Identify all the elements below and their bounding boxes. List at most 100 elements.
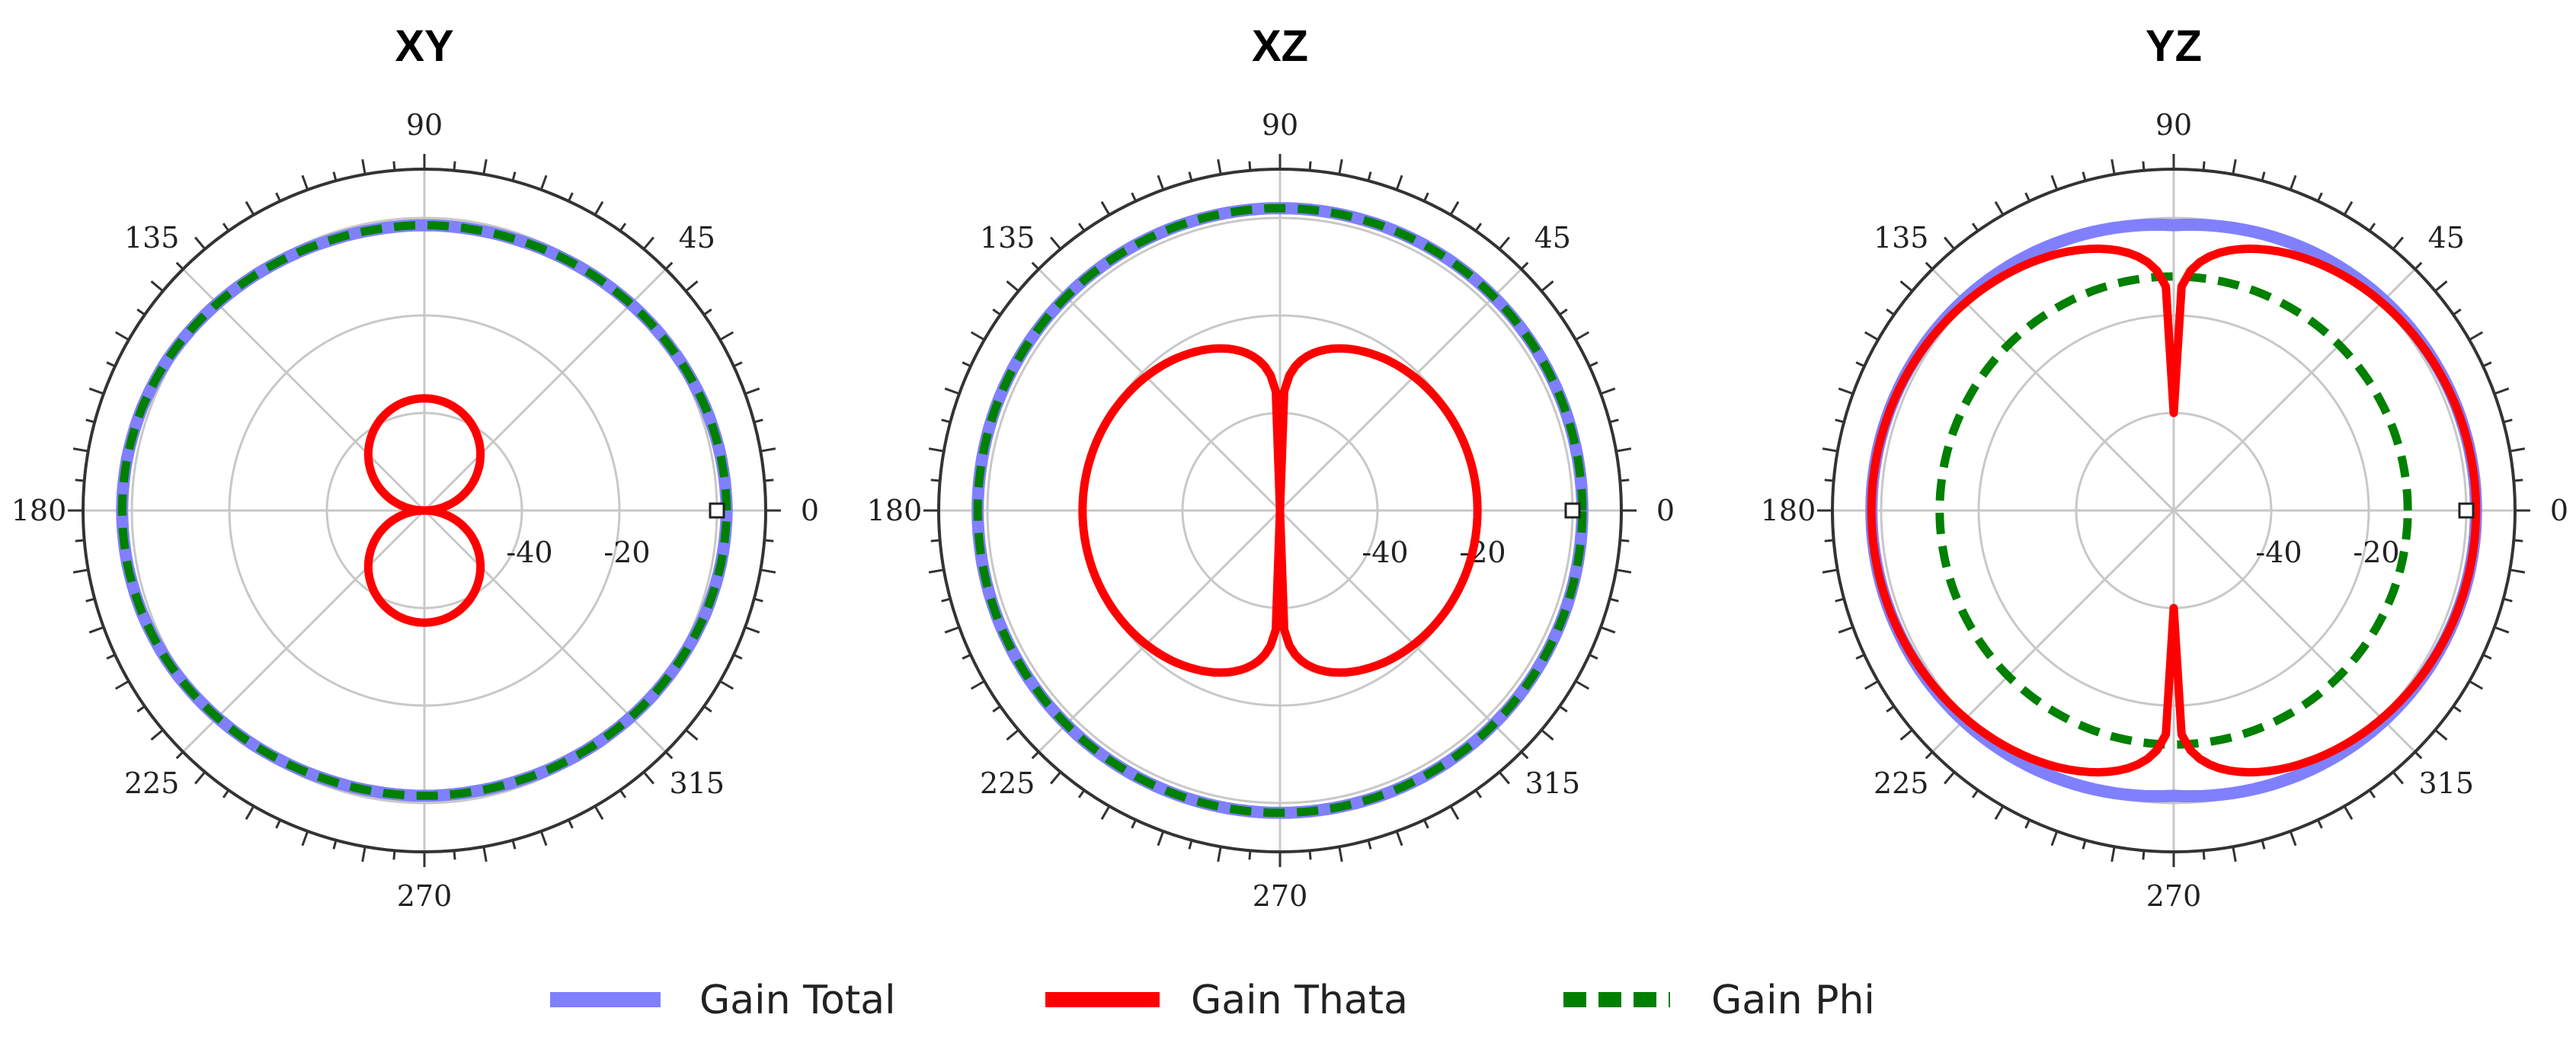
angle-label-270: 270	[2146, 879, 2202, 913]
angle-label-180: 180	[867, 494, 923, 527]
angle-tick	[719, 680, 734, 690]
angle-tick	[88, 626, 104, 634]
radial-label-minus20: -20	[603, 536, 650, 569]
grid-spoke	[2172, 509, 2416, 753]
angle-tick	[703, 705, 712, 713]
angle-tick	[1615, 447, 1632, 453]
angle-tick	[1575, 680, 1590, 690]
angle-tick	[511, 840, 517, 850]
series-gain-phi	[117, 221, 731, 800]
angle-tick	[1050, 771, 1062, 785]
angle-tick	[1100, 200, 1111, 216]
angle-label-90: 90	[406, 108, 443, 142]
angle-tick	[760, 568, 776, 574]
angle-tick	[992, 705, 1001, 713]
angle-tick	[1864, 331, 1879, 341]
angle-label-0: 0	[2550, 494, 2568, 527]
legend-item-gain-total: Gain Total	[550, 978, 896, 1023]
angle-tick	[703, 308, 712, 316]
angle-tick	[962, 653, 971, 660]
angle-tick	[245, 805, 255, 821]
grid-spoke	[182, 268, 426, 512]
legend-label-gain-thata: Gain Thata	[1191, 978, 1408, 1023]
angle-tick	[1824, 478, 1834, 482]
angle-tick	[539, 174, 548, 190]
angle-tick	[1559, 705, 1568, 713]
grid-spoke	[1931, 509, 2175, 753]
angle-tick	[733, 653, 743, 660]
angle-label-45: 45	[2428, 221, 2465, 254]
angle-labels: 0 45 90 135 180 225 270 315	[1761, 108, 2568, 913]
angle-tick	[567, 192, 574, 202]
angle-tick	[2050, 831, 2059, 847]
angle-tick	[72, 447, 89, 453]
angle-tick	[970, 331, 985, 341]
angle-tick	[1609, 597, 1619, 603]
angle-tick	[482, 846, 488, 863]
angle-tick	[2469, 680, 2484, 690]
radial-labels: -40 -20	[2255, 536, 2399, 569]
angle-tick	[1835, 418, 1845, 424]
angle-tick	[1838, 626, 1854, 634]
angle-label-45: 45	[1534, 221, 1571, 254]
angle-tick	[962, 361, 971, 368]
angle-tick	[1994, 805, 2005, 821]
angle-tick	[1422, 819, 1429, 829]
radial-label-minus40: -40	[2255, 536, 2302, 569]
angle-tick	[482, 158, 488, 175]
angle-tick	[594, 805, 604, 821]
angle-label-225: 225	[980, 767, 1035, 800]
angle-label-270: 270	[1253, 879, 1308, 913]
angle-label-90: 90	[2155, 108, 2192, 142]
angle-tick	[2316, 819, 2323, 829]
angle-tick	[332, 171, 338, 181]
angle-tick	[1157, 831, 1165, 847]
angle-label-135: 135	[980, 221, 1035, 254]
angle-tick	[1131, 819, 1138, 829]
zero-angle-marker	[1564, 502, 1581, 519]
angle-tick	[2494, 626, 2510, 634]
angle-tick	[194, 771, 206, 785]
angle-tick	[245, 200, 255, 216]
series-gain-phi	[973, 203, 1587, 818]
polar-axes	[68, 154, 781, 867]
angle-tick	[2514, 478, 2523, 482]
angle-tick	[1855, 653, 1865, 660]
angle-tick	[1449, 805, 1460, 821]
angle-tick	[2503, 418, 2513, 424]
grid-spoke	[423, 509, 667, 753]
angle-tick	[1395, 174, 1403, 190]
angle-tick	[275, 192, 282, 202]
angle-tick	[2434, 728, 2448, 741]
angle-tick	[1899, 280, 1913, 293]
angle-tick	[1620, 539, 1630, 543]
angle-tick	[2343, 805, 2354, 821]
angle-tick	[2482, 653, 2492, 660]
angle-tick	[2453, 705, 2462, 713]
angle-tick	[664, 261, 674, 270]
angle-tick	[1449, 200, 1460, 216]
angle-tick	[2289, 174, 2297, 190]
angle-tick	[75, 478, 85, 482]
panel-title: XZ	[1252, 21, 1308, 71]
angle-tick	[619, 222, 627, 232]
angle-tick	[2024, 192, 2031, 202]
angle-tick	[1367, 840, 1372, 850]
angle-tick	[733, 361, 743, 368]
angle-label-135: 135	[1874, 221, 1929, 254]
angle-tick	[175, 261, 184, 270]
angle-tick	[1822, 447, 1838, 453]
angle-tick	[2261, 840, 2266, 850]
angle-tick	[1520, 751, 1529, 760]
angle-labels: 0 45 90 135 180 225 270 315	[11, 108, 819, 913]
angle-tick	[1559, 308, 1568, 316]
angle-tick	[1994, 200, 2005, 216]
angle-tick	[754, 418, 763, 424]
polar-axes	[923, 154, 1637, 867]
angle-tick	[744, 387, 760, 395]
angle-label-180: 180	[1761, 494, 1816, 527]
angle-tick	[1217, 158, 1222, 175]
angle-tick	[2110, 158, 2116, 175]
grid-spoke	[1038, 509, 1282, 753]
angle-tick	[2514, 539, 2523, 543]
